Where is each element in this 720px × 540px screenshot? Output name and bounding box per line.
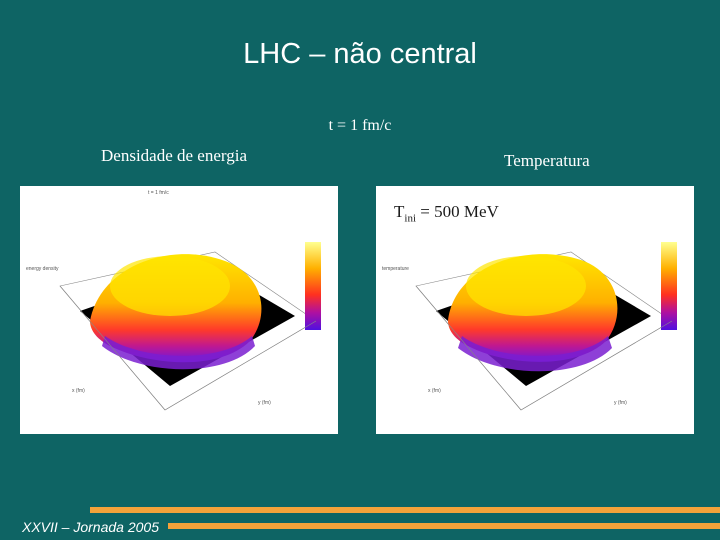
tini-subscript: ini — [404, 212, 417, 225]
energy-density-plot: t = 1 fm/c energy density x (fm) y (fm) — [20, 186, 338, 434]
initial-temperature-label: Tini = 500 MeV — [394, 202, 499, 224]
svg-text:x (fm): x (fm) — [428, 388, 441, 394]
temperature-plot: temperature x (fm) y (fm) — [376, 186, 694, 434]
footer-stripe-upper — [90, 507, 720, 513]
svg-text:t = 1 fm/c: t = 1 fm/c — [148, 190, 169, 196]
svg-text:y (fm): y (fm) — [614, 400, 627, 406]
energy-density-surface-graphic: t = 1 fm/c energy density x (fm) y (fm) — [26, 190, 321, 411]
footer-text: XXVII – Jornada 2005 — [22, 519, 159, 535]
energy-density-label: Densidade de energia — [101, 146, 248, 165]
tini-symbol: T — [394, 202, 405, 221]
slide-title: LHC – não central — [243, 38, 477, 70]
temperature-label: Temperatura — [504, 151, 590, 170]
svg-text:y (fm): y (fm) — [258, 400, 271, 406]
svg-text:temperature: temperature — [382, 266, 409, 272]
svg-text:energy density: energy density — [26, 266, 59, 272]
temperature-surface-graphic: temperature x (fm) y (fm) — [382, 242, 677, 411]
time-label: t = 1 fm/c — [328, 117, 392, 134]
tini-value: = 500 MeV — [416, 202, 499, 221]
svg-text:x (fm): x (fm) — [72, 388, 85, 394]
footer-stripe-lower — [168, 523, 720, 529]
